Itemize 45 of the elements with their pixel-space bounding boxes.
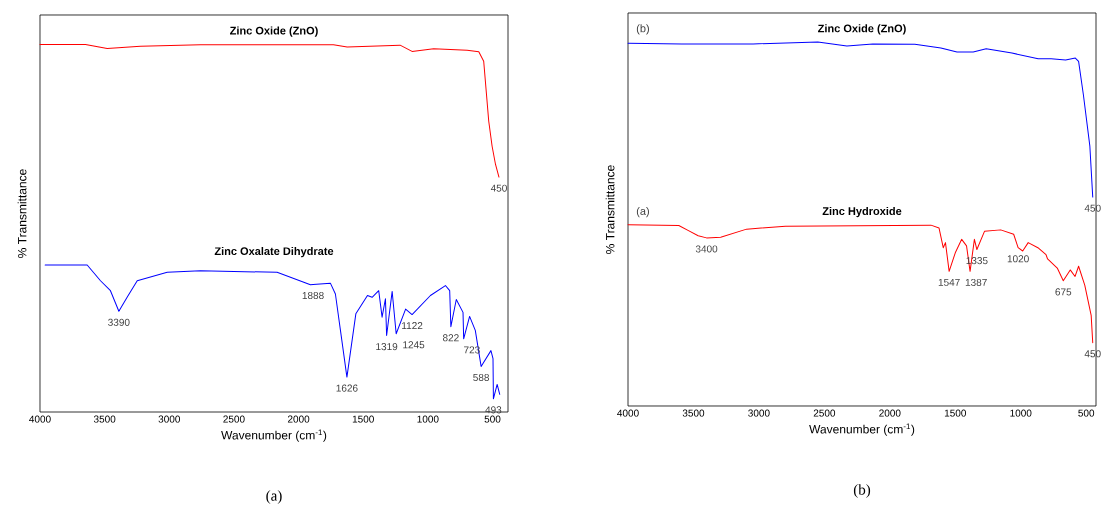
x-tick-label: 3000: [158, 415, 181, 423]
y-axis-title: % Transmittance: [17, 169, 27, 258]
annotation: 1387: [965, 278, 987, 286]
x-tick-label: 1500: [352, 415, 374, 423]
annotation: 450: [1084, 204, 1101, 212]
x-tick-label: 2500: [223, 415, 245, 423]
annotation: 1245: [403, 341, 425, 349]
annotation: 1547: [938, 278, 960, 286]
x-tick-label: 500: [1078, 409, 1095, 417]
series-label: Zinc Oxide (ZnO): [818, 24, 906, 35]
annotation: 3400: [695, 245, 718, 253]
text: (b): [636, 24, 649, 35]
annotation: 450: [1084, 350, 1101, 358]
x-tick-label: 3500: [93, 415, 116, 423]
annotation: 3390: [108, 318, 130, 326]
x-tick-label: 1000: [417, 415, 439, 423]
annotation: 1626: [336, 384, 358, 392]
text: (b): [853, 484, 871, 498]
series-label: Zinc Oxide (ZnO): [230, 26, 318, 37]
annotation: 450: [490, 184, 507, 192]
x-axis-title: Wavenumber (cm$^{-1}$): [221, 429, 327, 442]
annotation: 675: [1055, 288, 1072, 296]
x-tick-label: 4000: [29, 415, 51, 423]
x-tick-label: 1500: [944, 409, 967, 417]
x-tick-label: 4000: [617, 409, 639, 417]
y-axis-title: % Transmittance: [605, 165, 615, 254]
annotation: 1122: [402, 322, 423, 330]
x-tick-label: 2000: [879, 409, 901, 417]
text: (a): [266, 490, 282, 504]
annotation: 588: [473, 373, 490, 382]
x-tick-label: 1000: [1010, 409, 1032, 417]
series-label: Zinc Oxalate Dihydrate: [214, 246, 334, 258]
x-axis-title: Wavenumber (cm$^{-1}$): [809, 423, 915, 436]
annotation: 493: [485, 406, 502, 414]
annotation: (a): [636, 206, 649, 218]
x-tick-label: 2000: [287, 415, 310, 423]
x-tick-label: 3500: [682, 409, 705, 417]
annotation: 1888: [302, 291, 324, 300]
x-tick-label: 2500: [813, 409, 836, 417]
annotation: 1020: [1007, 255, 1029, 263]
annotation: 822: [442, 334, 459, 342]
series-label: Zinc Hydroxide: [822, 206, 902, 218]
x-tick-label: 500: [484, 415, 501, 423]
x-tick-label: 3000: [748, 409, 770, 417]
annotation: 1319: [376, 343, 398, 351]
